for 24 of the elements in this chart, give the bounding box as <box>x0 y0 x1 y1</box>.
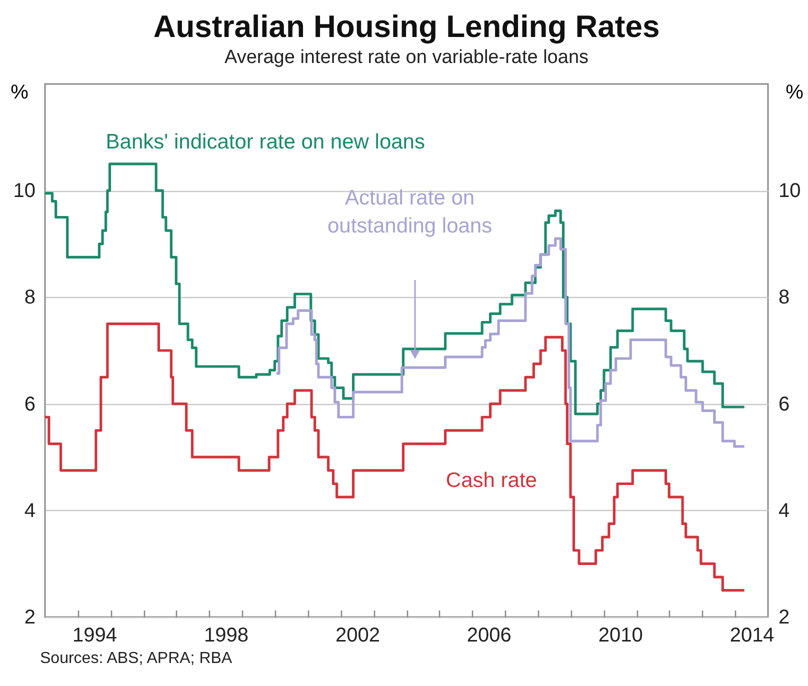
y2-tick-label: 8 <box>778 286 790 309</box>
y2-tick-label: 10 <box>778 180 801 202</box>
chart-subtitle: Average interest rate on variable-rate loans <box>224 47 589 68</box>
y-axis-title: % <box>10 82 29 104</box>
y-tick-label: 10 <box>13 180 36 202</box>
x-tick-label: 1998 <box>204 624 248 646</box>
x-tick-label: 1994 <box>72 624 118 646</box>
x-tick-label: 2006 <box>466 624 512 646</box>
text: Actual rate on outstanding loans <box>327 186 492 238</box>
series-label: Cash rate <box>446 469 537 492</box>
y-tick-label: 8 <box>24 286 36 309</box>
y-tick-label: 4 <box>24 500 36 522</box>
chart-title: Australian Housing Lending Rates <box>153 9 660 44</box>
x-tick-label: 2010 <box>598 624 643 646</box>
y2-tick-label: 6 <box>778 393 790 416</box>
source-note: Sources: ABS; APRA; RBA <box>40 650 232 668</box>
x-tick-label: 2014 <box>730 624 774 646</box>
series-label: Banks' indicator rate on new loans <box>106 130 425 154</box>
y-tick-label: 2 <box>24 606 36 628</box>
y2-axis-title: % <box>786 82 804 104</box>
y2-tick-label: 4 <box>778 500 790 522</box>
x-tick-label: 2002 <box>335 624 380 646</box>
y-tick-label: 6 <box>24 393 36 416</box>
y2-tick-label: 2 <box>778 606 790 628</box>
